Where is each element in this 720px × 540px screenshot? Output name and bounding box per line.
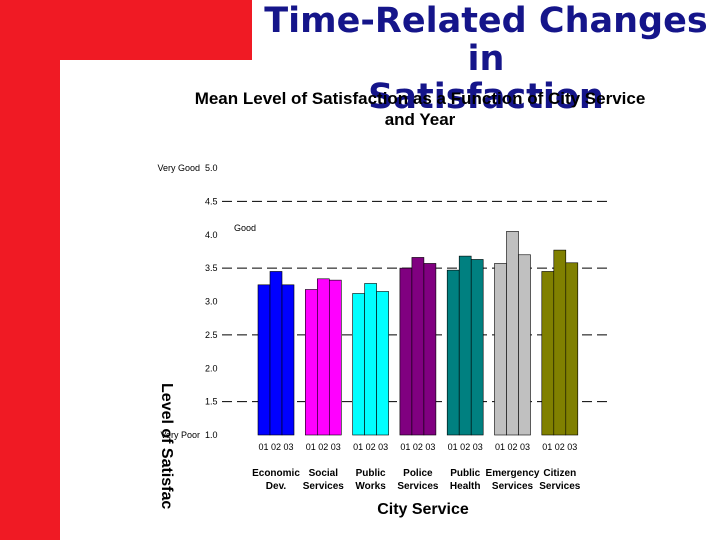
category-label-4-line-1: Public — [450, 468, 480, 479]
bar-1-0 — [304, 289, 318, 436]
category-label-0-line-2: Dev. — [266, 481, 287, 492]
year-labels-5: 01 02 03 — [495, 442, 530, 452]
bar-4-0 — [446, 269, 460, 436]
bar-3-0 — [399, 267, 413, 436]
year-labels-4: 01 02 03 — [448, 442, 483, 452]
chart-title-line-1: Mean Level of Satisfaction as a Function… — [195, 89, 646, 108]
year-labels-1: 01 02 03 — [306, 442, 341, 452]
y-tick-label-3: 2.5 — [205, 330, 218, 340]
bar-1-1 — [316, 278, 330, 436]
category-label-3-line-1: Police — [403, 468, 433, 479]
slide-title-line-1: Time-Related Changes in — [264, 1, 708, 79]
bar-2-0 — [352, 293, 365, 436]
bar-5-1 — [506, 231, 519, 436]
bar-0-0 — [257, 284, 271, 436]
year-labels-0: 01 02 03 — [258, 442, 293, 452]
bar-5-2 — [518, 254, 531, 436]
y-tick-label-7: 4.5 — [205, 196, 218, 206]
x-axis-label: City Service — [377, 501, 469, 518]
year-labels-6: 01 02 03 — [542, 442, 577, 452]
red-side-decoration — [0, 60, 60, 540]
category-label-1-line-1: Social — [309, 468, 339, 479]
bar-3-1 — [411, 257, 425, 436]
y-anchor-label-2: Very Poor — [160, 430, 200, 440]
slide-title-line-2: Satisfaction — [368, 77, 604, 117]
bar-6-0 — [541, 271, 555, 436]
chart-title-line-2: and Year — [385, 110, 456, 129]
bar-3-2 — [423, 263, 437, 436]
bar-0-1 — [269, 271, 283, 436]
y-tick-label-0: 1.0 — [205, 430, 218, 440]
curve-decoration — [60, 60, 150, 150]
bar-5-0 — [494, 263, 507, 436]
y-tick-label-5: 3.5 — [205, 263, 218, 273]
y-tick-label-6: 4.0 — [205, 230, 218, 240]
slide-title: Time-Related Changes in Satisfaction — [252, 2, 720, 116]
bar-1-2 — [328, 279, 342, 436]
year-labels-3: 01 02 03 — [400, 442, 435, 452]
red-corner-decoration — [0, 0, 252, 60]
y-axis-label: Level of Satisfac — [158, 383, 175, 509]
category-label-0-line-1: Economic — [252, 468, 300, 479]
year-labels-2: 01 02 03 — [353, 442, 388, 452]
category-label-5-line-1: Emergency — [486, 468, 540, 479]
bar-2-1 — [364, 283, 377, 436]
bar-6-2 — [565, 262, 579, 436]
y-tick-label-8: 5.0 — [205, 163, 218, 173]
bar-6-1 — [553, 249, 567, 436]
category-label-5-line-2: Services — [492, 481, 534, 492]
category-label-6-line-2: Services — [539, 481, 581, 492]
bar-2-2 — [376, 291, 389, 436]
category-label-1-line-2: Services — [303, 481, 345, 492]
category-label-3-line-2: Services — [397, 481, 439, 492]
category-label-2-line-2: Works — [355, 481, 386, 492]
category-label-4-line-2: Health — [450, 481, 481, 492]
y-tick-label-2: 2.0 — [205, 363, 218, 373]
y-anchor-label-1: Good — [234, 223, 256, 233]
bar-0-2 — [281, 284, 295, 436]
y-anchor-label-0: Very Good — [157, 163, 200, 173]
bar-4-2 — [470, 259, 484, 436]
bar-4-1 — [458, 255, 472, 436]
category-label-2-line-1: Public — [356, 468, 386, 479]
category-label-6-line-1: Citizen — [543, 468, 576, 479]
y-tick-label-1: 1.5 — [205, 397, 218, 407]
y-tick-label-4: 3.0 — [205, 297, 218, 307]
